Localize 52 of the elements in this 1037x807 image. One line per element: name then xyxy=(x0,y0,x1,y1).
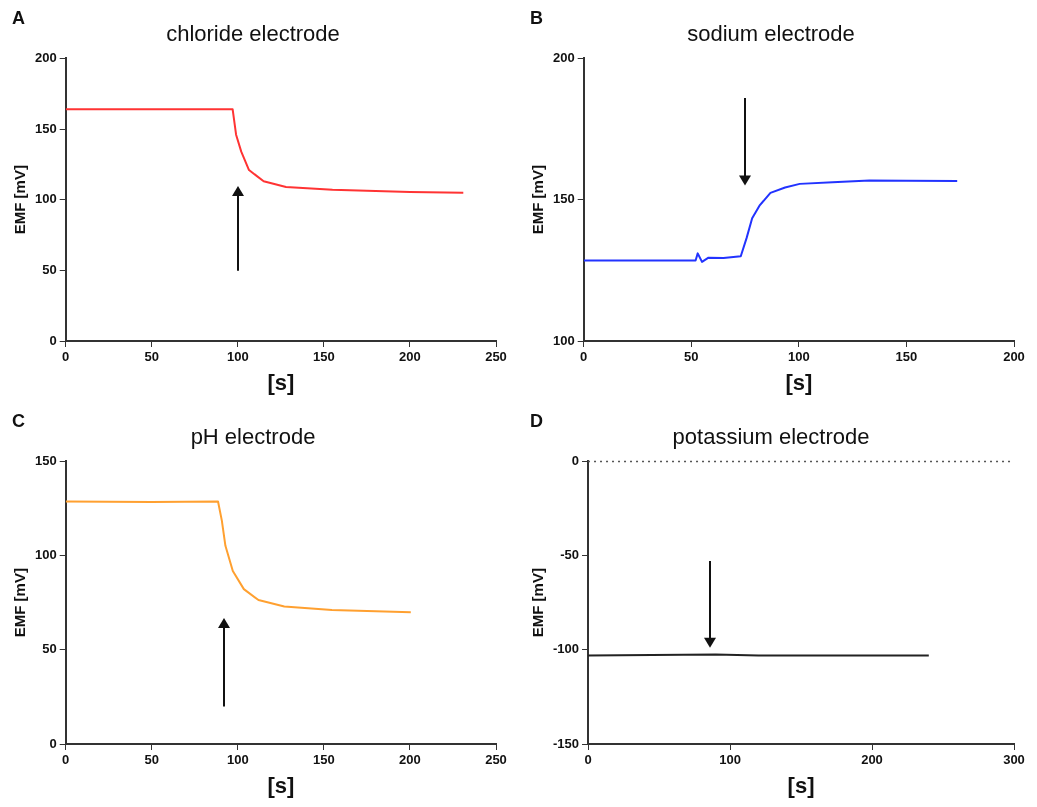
x-tick-label: 100 xyxy=(719,752,741,768)
y-tick-label: 150 xyxy=(34,120,57,136)
x-tick-label: 300 xyxy=(1003,752,1025,768)
x-tick-label: 200 xyxy=(861,752,883,768)
y-axis-title: EMF [mV] xyxy=(11,165,29,235)
x-tick-label: 50 xyxy=(684,349,699,365)
x-tick-label: 50 xyxy=(144,349,159,365)
x-axis-title: [s] xyxy=(267,772,295,798)
y-tick-label: -50 xyxy=(560,547,580,563)
x-tick-label: 150 xyxy=(313,752,335,768)
y-tick-label: 200 xyxy=(34,49,57,65)
y-tick-label: 50 xyxy=(42,641,57,657)
x-tick-label: 0 xyxy=(62,349,70,365)
y-tick-label: 150 xyxy=(552,191,575,207)
x-tick-label: 50 xyxy=(144,752,159,768)
x-tick-label: 100 xyxy=(787,349,810,365)
y-tick-label: 200 xyxy=(552,49,575,65)
y-tick-label: 0 xyxy=(49,332,57,348)
x-axis-title: [s] xyxy=(267,369,295,395)
chart-title: sodium electrode xyxy=(687,21,855,47)
y-tick-label: 50 xyxy=(42,261,57,277)
y-tick-label: -100 xyxy=(552,641,580,657)
x-tick-label: 200 xyxy=(399,752,421,768)
chart-title: potassium electrode xyxy=(672,424,870,450)
y-tick-label: 0 xyxy=(49,735,57,751)
y-axis-title: EMF [mV] xyxy=(529,165,547,235)
x-tick-label: 200 xyxy=(1003,349,1025,365)
x-tick-label: 250 xyxy=(485,349,507,365)
x-tick-label: 250 xyxy=(485,752,507,768)
text: A xyxy=(12,8,25,29)
x-tick-label: 100 xyxy=(226,349,249,365)
x-tick-label: 200 xyxy=(399,349,421,365)
x-tick-label: 150 xyxy=(313,349,335,365)
y-tick-label: 100 xyxy=(34,191,57,207)
chart-title: pH electrode xyxy=(190,424,316,450)
y-axis-title: EMF [mV] xyxy=(529,568,547,638)
y-tick-label: 0 xyxy=(571,452,580,468)
x-tick-label: 0 xyxy=(584,752,592,768)
text: D xyxy=(530,411,543,432)
x-axis-title: [s] xyxy=(787,772,815,798)
y-tick-label: 100 xyxy=(34,547,57,563)
x-tick-label: 0 xyxy=(62,752,70,768)
x-tick-label: 150 xyxy=(895,349,918,365)
y-axis-title: EMF [mV] xyxy=(11,568,29,638)
text: B xyxy=(530,8,543,29)
x-tick-label: 100 xyxy=(226,752,249,768)
chart-title: chloride electrode xyxy=(166,21,340,47)
y-tick-label: 100 xyxy=(552,332,575,348)
y-tick-label: 150 xyxy=(34,452,57,468)
text: C xyxy=(12,411,25,432)
y-tick-label: -150 xyxy=(552,735,580,751)
x-axis-title: [s] xyxy=(785,369,813,395)
